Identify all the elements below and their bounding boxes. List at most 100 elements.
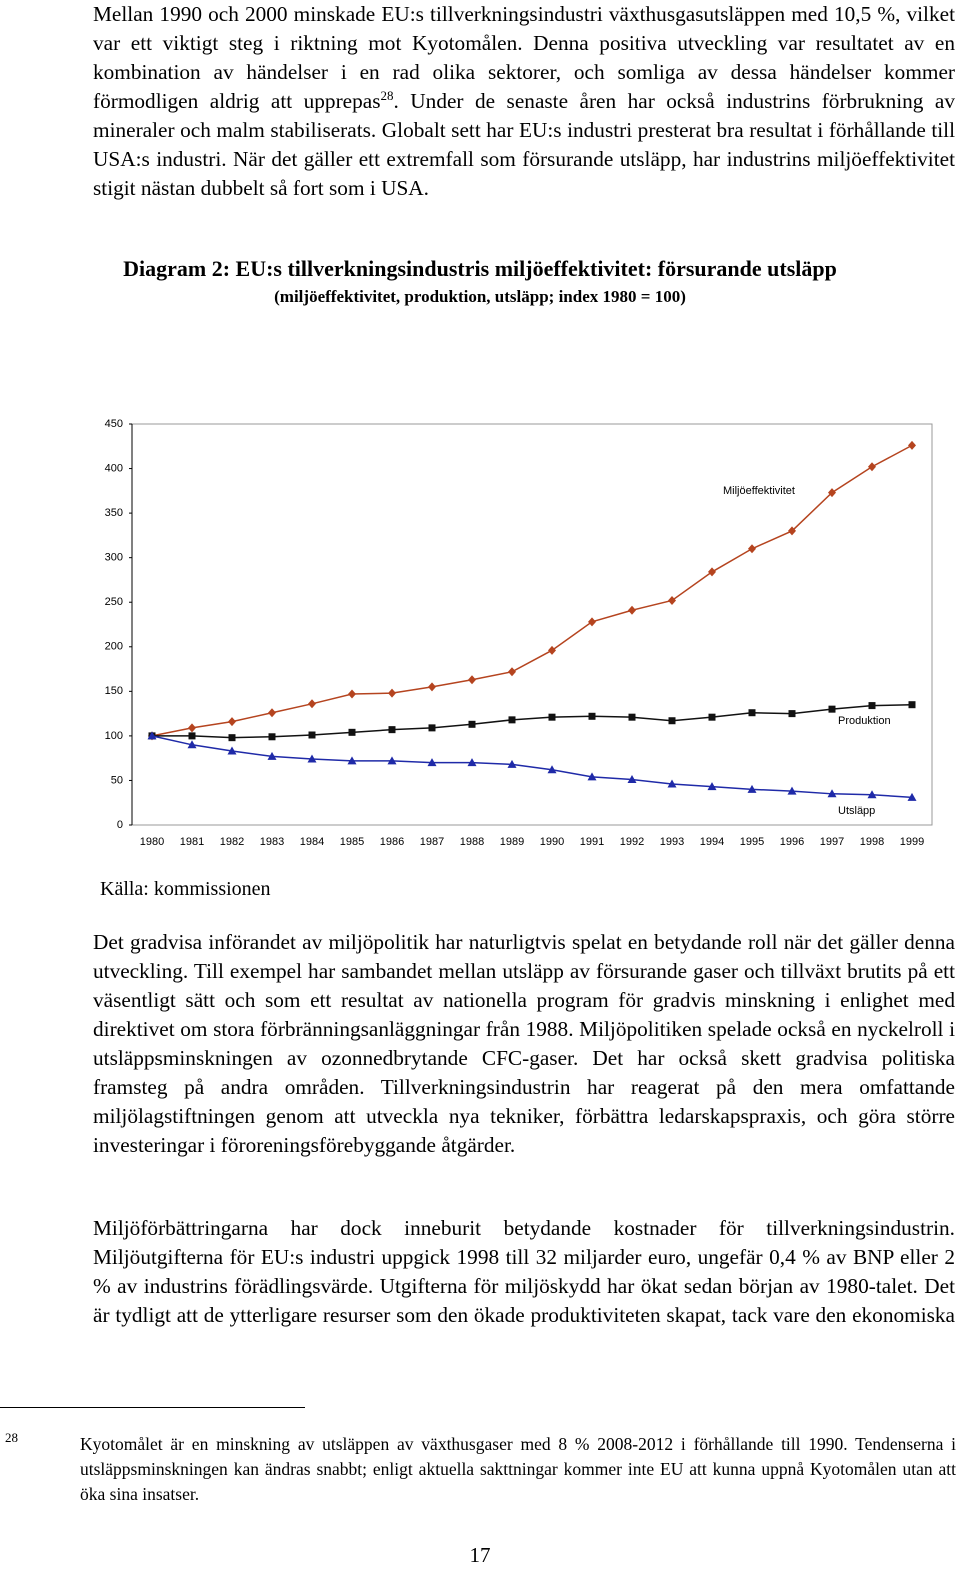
marker bbox=[667, 779, 677, 788]
body-paragraph: Miljöförbättringarna har dock inneburit … bbox=[93, 1216, 955, 1327]
intro-text: Mellan 1990 och 2000 minskade EU:s tillv… bbox=[93, 2, 955, 113]
marker bbox=[828, 705, 836, 713]
x-tick-label: 1996 bbox=[780, 836, 804, 848]
series-line bbox=[151, 735, 913, 799]
marker bbox=[747, 784, 757, 793]
marker bbox=[547, 765, 557, 774]
marker bbox=[428, 682, 436, 692]
marker bbox=[548, 645, 556, 655]
series-label: Utsläpp bbox=[838, 805, 875, 817]
marker bbox=[268, 708, 276, 718]
y-tick-label: 150 bbox=[105, 685, 123, 697]
marker bbox=[707, 782, 717, 791]
marker bbox=[827, 789, 837, 798]
marker bbox=[508, 716, 516, 724]
body-paragraph: Det gradvisa införandet av miljöpolitik … bbox=[93, 930, 955, 1157]
x-tick-label: 1982 bbox=[220, 836, 244, 848]
marker bbox=[308, 731, 316, 739]
marker bbox=[428, 724, 436, 732]
marker bbox=[147, 731, 157, 740]
y-tick-label: 400 bbox=[105, 462, 123, 474]
x-tick-label: 1981 bbox=[180, 836, 204, 848]
marker bbox=[348, 728, 356, 736]
marker bbox=[307, 754, 317, 763]
marker bbox=[187, 740, 197, 749]
marker bbox=[748, 709, 756, 717]
x-tick-label: 1983 bbox=[260, 836, 284, 848]
marker bbox=[388, 688, 396, 698]
marker bbox=[188, 732, 196, 740]
page-number: 17 bbox=[469, 1543, 491, 1567]
marker bbox=[708, 567, 716, 577]
marker bbox=[628, 605, 636, 615]
marker bbox=[868, 702, 876, 710]
marker bbox=[548, 713, 556, 721]
marker bbox=[587, 772, 597, 781]
marker bbox=[268, 733, 276, 741]
marker bbox=[748, 544, 756, 554]
footnote-rule bbox=[0, 1407, 305, 1408]
marker bbox=[468, 675, 476, 685]
marker bbox=[867, 790, 877, 799]
marker bbox=[388, 726, 396, 734]
marker bbox=[788, 526, 796, 536]
source: Källa: kommissionen bbox=[100, 878, 271, 900]
series-label: Produktion bbox=[838, 715, 891, 727]
y-tick-label: 100 bbox=[105, 730, 123, 742]
x-tick-label: 1993 bbox=[660, 836, 684, 848]
chart: 0 50 100 150 200 250 300 350 400 450 1980 1981 1982 1… bbox=[105, 418, 933, 848]
x-tick-label: 1994 bbox=[700, 836, 724, 848]
marker bbox=[228, 734, 236, 742]
x-tick-label: 1995 bbox=[740, 836, 764, 848]
x-tick-label: 1997 bbox=[820, 836, 844, 848]
footnote-text: Kyotomålet är en minskning av utsläppen … bbox=[80, 1434, 956, 1504]
y-tick-label: 0 bbox=[117, 819, 123, 831]
x-tick-label: 1992 bbox=[620, 836, 644, 848]
x-tick-label: 1999 bbox=[900, 836, 924, 848]
marker bbox=[907, 792, 917, 801]
x-tick-label: 1998 bbox=[860, 836, 884, 848]
x-tick-label: 1984 bbox=[300, 836, 324, 848]
y-tick-label: 200 bbox=[105, 641, 123, 653]
chart-subtitle: (miljöeffektivitet, produktion, utsläpp;… bbox=[274, 287, 686, 306]
footnote-ref: 28 bbox=[380, 87, 394, 103]
marker bbox=[467, 758, 477, 767]
x-tick-label: 1989 bbox=[500, 836, 524, 848]
marker bbox=[868, 462, 876, 472]
intro-paragraph: Mellan 1990 och 2000 minskade EU:s tillv… bbox=[93, 0, 955, 203]
marker bbox=[708, 713, 716, 721]
x-tick-label: 1985 bbox=[340, 836, 364, 848]
x-tick-label: 1988 bbox=[460, 836, 484, 848]
marker bbox=[267, 751, 277, 760]
series-line bbox=[152, 703, 913, 739]
marker bbox=[788, 710, 796, 718]
marker bbox=[588, 617, 596, 627]
y-tick-label: 350 bbox=[105, 507, 123, 519]
x-tick-label: 1980 bbox=[140, 836, 164, 848]
marker bbox=[508, 667, 516, 677]
x-tick-label: 1987 bbox=[420, 836, 444, 848]
marker bbox=[908, 701, 916, 709]
marker bbox=[588, 712, 596, 720]
chart-title: Diagram 2: EU:s tillverkningsindustris m… bbox=[123, 256, 837, 281]
marker bbox=[468, 720, 476, 728]
marker bbox=[507, 759, 517, 768]
marker bbox=[387, 756, 397, 765]
x-tick-label: 1986 bbox=[380, 836, 404, 848]
marker bbox=[787, 786, 797, 795]
plot-frame bbox=[131, 423, 933, 826]
marker bbox=[228, 717, 236, 727]
marker bbox=[668, 595, 676, 605]
series-line bbox=[151, 444, 913, 737]
marker bbox=[628, 713, 636, 721]
marker bbox=[668, 717, 676, 725]
y-tick-label: 300 bbox=[105, 552, 123, 564]
footnote-number: 28 bbox=[5, 1430, 18, 1445]
marker bbox=[828, 488, 836, 498]
y-tick-label: 450 bbox=[105, 418, 123, 430]
marker bbox=[227, 746, 237, 755]
y-tick-label: 50 bbox=[111, 774, 123, 786]
marker bbox=[427, 758, 437, 767]
marker bbox=[627, 775, 637, 784]
